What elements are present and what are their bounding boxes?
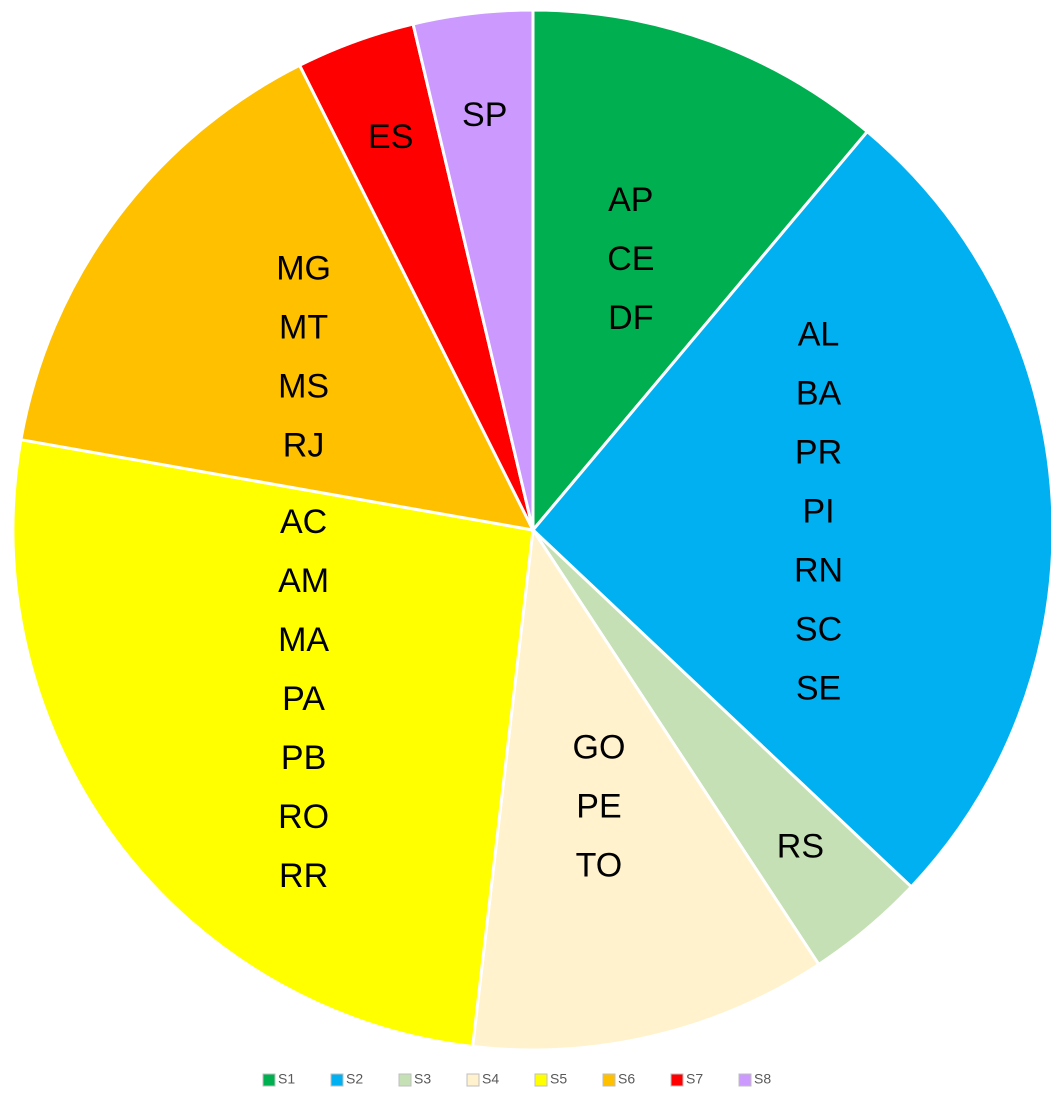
legend-label: S5 [550,1071,567,1087]
legend-label: S3 [414,1071,431,1087]
slice-label: AL [798,315,840,353]
legend-swatch [670,1073,684,1087]
legend-swatch [330,1073,344,1087]
legend-label: S6 [618,1071,635,1087]
pie-slice [470,525,821,1052]
slice-label: PI [802,492,834,530]
slice-label: MS [278,368,329,406]
slice-label: RJ [283,427,325,465]
legend-swatch [534,1073,548,1087]
legend-swatch [262,1073,276,1087]
slice-label: MG [276,250,331,288]
slice-label: BA [796,374,842,412]
slice-label: SP [462,96,507,134]
legend-swatch [398,1073,412,1087]
slice-label: TO [576,846,623,884]
slice-label: PR [795,433,842,471]
slice-label: AP [608,181,653,219]
legend-swatch [466,1073,480,1087]
legend-label: S1 [278,1071,295,1087]
slice-label: MA [278,621,329,659]
slice-label: DF [608,299,653,337]
legend-label: S2 [346,1071,363,1087]
pie-slice [530,129,1051,889]
slice-label: MT [279,309,328,347]
slice-label: PA [282,680,325,718]
legend-label: S4 [482,1071,499,1087]
legend-label: S8 [754,1071,771,1087]
slice-label: CE [607,240,654,278]
legend-swatch [602,1073,616,1087]
slice-label: RN [794,551,843,589]
slice-label: RR [279,857,328,895]
pie-slice [531,8,870,535]
slice-label: SE [796,669,841,707]
slice-label: PB [281,739,326,777]
pie-slice [19,63,536,532]
slice-label: GO [573,728,626,766]
legend-label: S7 [686,1071,703,1087]
pie-slice [411,8,535,531]
legend-swatch [738,1073,752,1087]
pie-slice [11,437,535,1049]
slice-label: SC [795,610,842,648]
slice-label: RS [777,828,824,866]
slice-label: AC [280,503,327,541]
slice-label: ES [368,118,413,156]
slice-label: PE [576,787,621,825]
slice-label: RO [278,798,329,836]
slice-label: AM [278,562,329,600]
